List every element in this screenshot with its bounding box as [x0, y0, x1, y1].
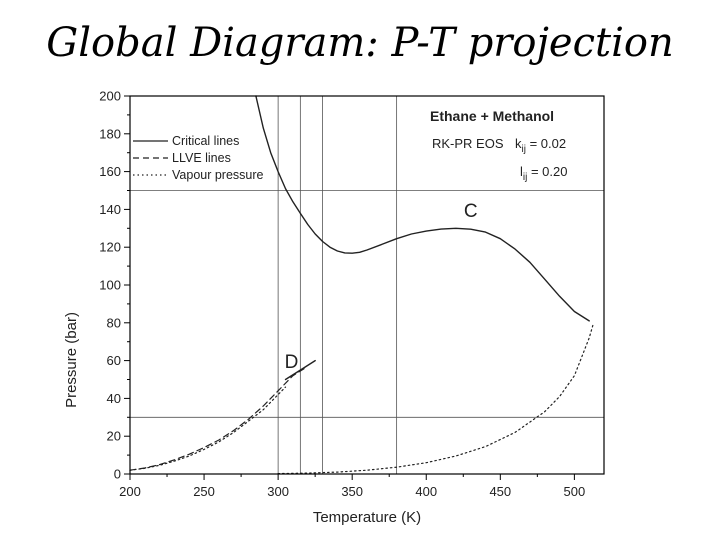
series-line-3: [129, 386, 287, 471]
point-label-0: C: [464, 201, 478, 222]
y-tick-label: 140: [99, 202, 121, 217]
y-tick-label: 60: [107, 353, 121, 368]
x-tick-label: 400: [415, 484, 437, 499]
y-tick-label: 80: [107, 315, 121, 330]
series-line-4: [277, 322, 595, 475]
x-tick-label: 300: [267, 484, 289, 499]
x-axis-title: Temperature (K): [313, 509, 421, 526]
axis-ticks: 200 250 300 350 400 450 500 0 20 40 60 80 100 120 140 1…: [99, 89, 585, 500]
y-tick-label: 40: [107, 391, 121, 406]
grid-lines: [130, 96, 604, 474]
y-tick-label: 100: [99, 278, 121, 293]
series-line-0: [255, 95, 590, 322]
kij-parameter: kij = 0.02: [515, 136, 566, 155]
point-label-1: D: [285, 352, 299, 373]
y-tick-label: 160: [99, 164, 121, 179]
x-tick-label: 500: [564, 484, 586, 499]
y-axis-title: Pressure (bar): [63, 312, 80, 408]
series-layer: [129, 95, 595, 475]
lij-parameter: lij = 0.20: [520, 164, 567, 183]
series-line-2: [129, 367, 306, 471]
x-tick-label: 350: [341, 484, 363, 499]
annotations: CD: [285, 201, 478, 373]
legend-label-vapour: Vapour pressure: [172, 168, 264, 182]
y-tick-label: 200: [99, 89, 121, 104]
legend-label-llve: LLVE lines: [172, 151, 231, 165]
system-title: Ethane + Methanol: [430, 108, 554, 124]
legend: Critical lines LLVE lines Vapour pressur…: [133, 134, 264, 182]
series-line-1: [284, 359, 316, 381]
x-tick-label: 250: [193, 484, 215, 499]
y-tick-label: 120: [99, 240, 121, 255]
legend-label-critical: Critical lines: [172, 134, 239, 148]
y-tick-label: 20: [107, 429, 121, 444]
x-tick-label: 200: [119, 484, 141, 499]
y-tick-label: 180: [99, 126, 121, 141]
y-tick-label: 0: [114, 467, 121, 482]
eos-model: RK-PR EOS: [432, 136, 504, 151]
x-tick-label: 450: [489, 484, 511, 499]
slide-title: Global Diagram: P-T projection: [46, 20, 674, 66]
